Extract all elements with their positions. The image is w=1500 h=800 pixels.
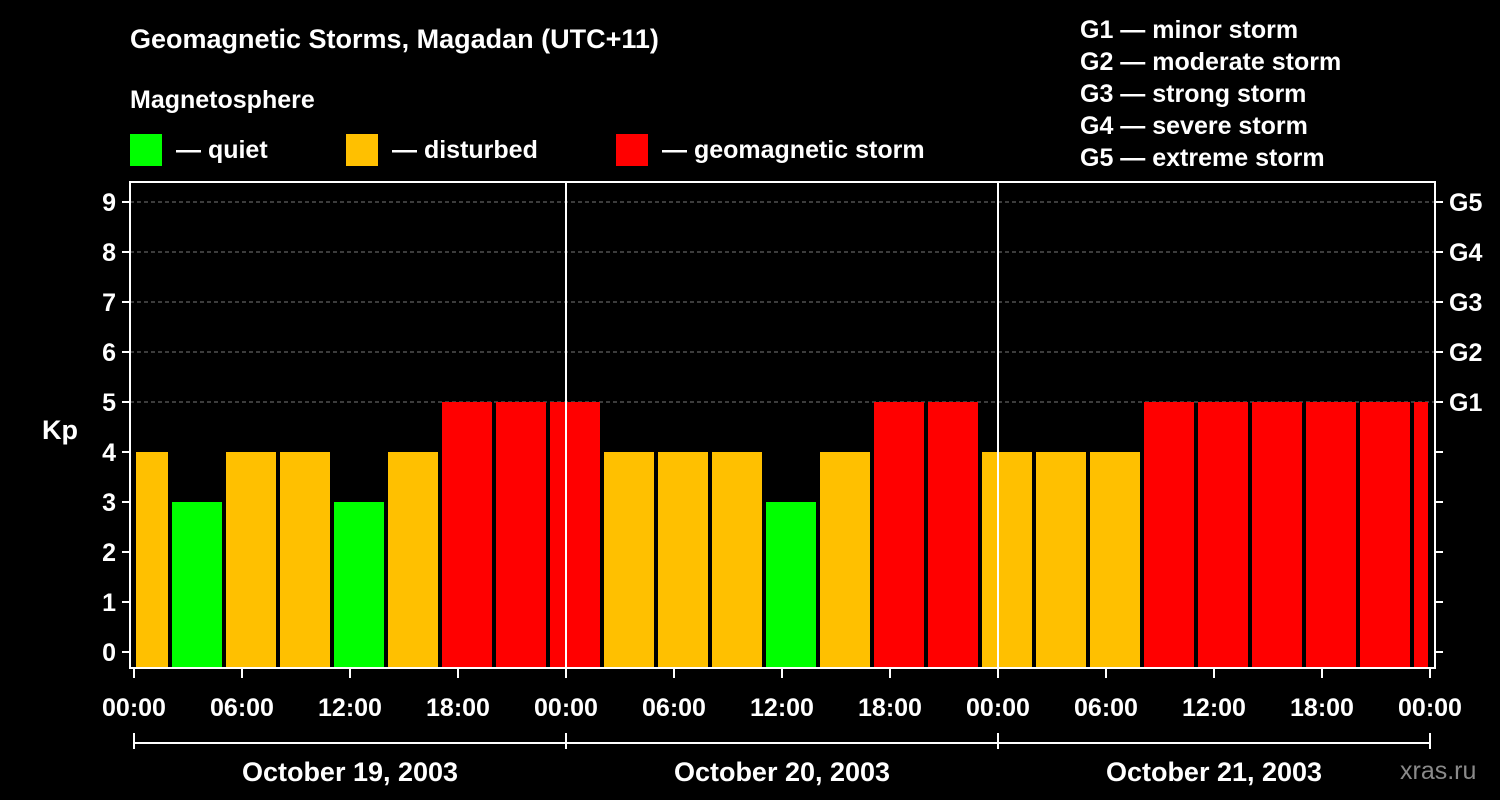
kp-bar-5 [388,452,438,668]
y-tick-label-4: 4 [102,439,116,467]
x-tick-label-9: 06:00 [1074,694,1138,722]
x-tick-label-12: 00:00 [1398,694,1462,722]
x-tick-label-3: 18:00 [426,694,490,722]
legend-quiet: — quiet [130,133,268,167]
kp-bar-15 [928,402,978,668]
kp-bar-10 [658,452,708,668]
y-tick-label-1: 1 [102,589,116,617]
chart-title: Geomagnetic Storms, Magadan (UTC+11) [130,24,659,54]
kp-bar-23 [1360,402,1410,668]
kp-bar-13 [820,452,870,668]
g-scale-g2: G2 — moderate storm [1080,48,1342,76]
kp-bar-22 [1306,402,1356,668]
kp-bar-1 [172,502,222,668]
legend-swatch-storm [616,134,648,166]
y-tick-label-5: 5 [102,389,116,417]
legend-label-storm: — geomagnetic storm [662,135,925,164]
kp-bar-0 [136,452,168,668]
day-label-1: October 20, 2003 [674,757,890,787]
kp-bar-17 [1036,452,1086,668]
magnetosphere-label: Magnetosphere [130,86,315,114]
right-tick-label-g2: G2 [1449,339,1482,367]
kp-bar-24 [1414,402,1428,668]
kp-bar-12 [766,502,816,668]
x-tick-label-6: 12:00 [750,694,814,722]
y-tick-label-0: 0 [102,639,116,667]
g-scale-legend: G1 — minor storm G2 — moderate storm G3 … [1080,14,1341,174]
right-tick-label-g5: G5 [1449,189,1482,217]
watermark: xras.ru [1400,757,1477,785]
legend-storm: — geomagnetic storm [616,133,925,167]
kp-bar-14 [874,402,924,668]
legend-swatch-quiet [130,134,162,166]
kp-bar-9 [604,452,654,668]
legend-label-disturbed: — disturbed [392,135,538,164]
y-tick-label-3: 3 [102,489,116,517]
legend-label-quiet: — quiet [176,135,268,164]
y-tick-label-6: 6 [102,339,116,367]
right-tick-label-g3: G3 [1449,289,1482,317]
x-tick-label-5: 06:00 [642,694,706,722]
x-tick-label-8: 00:00 [966,694,1030,722]
kp-bar-20 [1198,402,1248,668]
legend-swatch-disturbed [346,134,378,166]
y-tick-label-7: 7 [102,289,116,317]
g-scale-g4: G4 — severe storm [1080,112,1308,140]
g-scale-g3: G3 — strong storm [1080,80,1307,108]
kp-bar-3 [280,452,330,668]
kp-bar-4 [334,502,384,668]
kp-bar-7 [496,402,546,668]
g-scale-g5: G5 — extreme storm [1080,144,1325,172]
kp-bar-6 [442,402,492,668]
kp-bar-18 [1090,452,1140,668]
kp-bar-11 [712,452,762,668]
kp-bar-19 [1144,402,1194,668]
x-tick-label-1: 06:00 [210,694,274,722]
kp-bar-8 [550,402,600,668]
day-label-2: October 21, 2003 [1106,757,1322,787]
right-tick-label-g4: G4 [1449,239,1482,267]
x-tick-label-10: 12:00 [1182,694,1246,722]
y-tick-label-2: 2 [102,539,116,567]
g-scale-g1: G1 — minor storm [1080,16,1299,44]
x-tick-label-2: 12:00 [318,694,382,722]
right-tick-label-g1: G1 [1449,389,1482,417]
y-axis-label: Kp [42,415,78,445]
y-tick-label-8: 8 [102,239,116,267]
y-tick-label-9: 9 [102,189,116,217]
kp-bar-21 [1252,402,1302,668]
x-tick-label-0: 00:00 [102,694,166,722]
day-label-0: October 19, 2003 [242,757,458,787]
x-tick-label-11: 18:00 [1290,694,1354,722]
kp-bar-16 [982,452,1032,668]
x-tick-label-7: 18:00 [858,694,922,722]
x-tick-label-4: 00:00 [534,694,598,722]
kp-bar-2 [226,452,276,668]
legend-disturbed: — disturbed [346,133,538,167]
